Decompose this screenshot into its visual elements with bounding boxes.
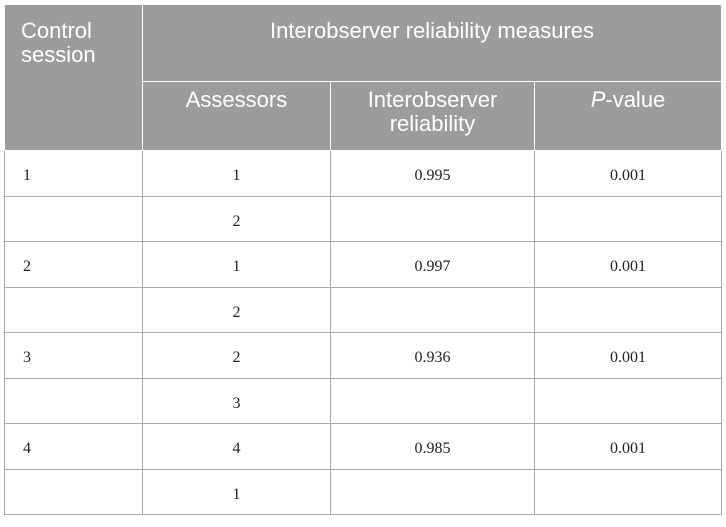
cell-reliability	[330, 377, 535, 424]
cell-reliability	[330, 195, 535, 242]
cell-session: 1	[4, 150, 143, 197]
cell-reliability-text: 0.995	[414, 167, 451, 184]
cell-reliability-text	[331, 288, 534, 304]
cell-reliability-text	[331, 197, 534, 213]
cell-session-text: 2	[23, 258, 31, 275]
cell-session	[4, 468, 143, 515]
cell-assessor: 1	[142, 150, 331, 197]
cell-p-value-text	[535, 379, 721, 395]
cell-assessor-text: 1	[232, 485, 241, 503]
table-header: Control session Interobserver reliabilit…	[4, 4, 722, 151]
cell-p-value-text	[535, 197, 721, 213]
cell-session-text	[5, 197, 142, 213]
table-row: 2	[4, 195, 722, 242]
table-row: 2 1 0.997 0.001	[4, 241, 722, 288]
table-row: 4 4 0.985 0.001	[4, 423, 722, 470]
cell-p-value: 0.001	[534, 423, 722, 470]
cell-session-text	[5, 288, 142, 304]
cell-p-value-text: 0.001	[610, 349, 646, 366]
cell-reliability-text	[331, 379, 534, 395]
cell-session-text: 3	[23, 349, 31, 366]
cell-assessor: 3	[142, 377, 331, 424]
cell-p-value	[534, 286, 722, 333]
cell-p-value: 0.001	[534, 150, 722, 197]
cell-session-text: 1	[23, 167, 31, 184]
cell-reliability-text	[331, 470, 534, 486]
cell-reliability-text: 0.985	[414, 440, 451, 457]
cell-assessor: 1	[142, 468, 331, 515]
cell-p-value	[534, 377, 722, 424]
cell-reliability-text: 0.997	[414, 258, 451, 275]
cell-reliability-text: 0.936	[414, 349, 451, 366]
cell-assessor-text: 1	[232, 258, 241, 275]
cell-assessor-text: 2	[232, 212, 241, 230]
header-assessors: Assessors	[142, 81, 331, 151]
table-body: 1 1 0.995 0.001 2 2 1 0.997 0.001 2 3 2 0.936 0.001 3 4…	[4, 150, 722, 515]
cell-session	[4, 195, 143, 242]
cell-assessor: 2	[142, 332, 331, 379]
cell-reliability: 0.936	[330, 332, 535, 379]
cell-assessor: 2	[142, 286, 331, 333]
cell-reliability	[330, 468, 535, 515]
cell-reliability: 0.997	[330, 241, 535, 288]
cell-session: 4	[4, 423, 143, 470]
cell-p-value-text	[535, 288, 721, 304]
header-control-session: Control session	[4, 4, 143, 151]
cell-assessor-text: 3	[232, 394, 241, 412]
cell-assessor-text: 2	[232, 303, 241, 321]
cell-assessor-text: 4	[232, 440, 241, 457]
table-row: 1 1 0.995 0.001	[4, 150, 722, 197]
header-pvalue: P-value	[534, 81, 722, 151]
cell-session: 2	[4, 241, 143, 288]
cell-p-value	[534, 468, 722, 515]
cell-p-value-text: 0.001	[610, 258, 646, 275]
cell-assessor: 2	[142, 195, 331, 242]
cell-p-value-text: 0.001	[610, 440, 646, 457]
cell-reliability: 0.995	[330, 150, 535, 197]
cell-assessor: 4	[142, 423, 331, 470]
cell-assessor-text: 2	[232, 349, 241, 366]
cell-session-text	[5, 470, 142, 486]
cell-p-value: 0.001	[534, 241, 722, 288]
cell-p-value-text	[535, 470, 721, 486]
cell-reliability: 0.985	[330, 423, 535, 470]
cell-session-text	[5, 379, 142, 395]
cell-assessor: 1	[142, 241, 331, 288]
cell-assessor-text: 1	[232, 167, 241, 184]
cell-p-value: 0.001	[534, 332, 722, 379]
header-reliability: Interobserver reliability	[330, 81, 535, 151]
table-row: 3	[4, 377, 722, 424]
cell-p-value-text: 0.001	[610, 167, 646, 184]
cell-session	[4, 377, 143, 424]
cell-session	[4, 286, 143, 333]
table-row: 3 2 0.936 0.001	[4, 332, 722, 379]
cell-reliability	[330, 286, 535, 333]
header-group-title: Interobserver reliability measures	[142, 4, 722, 82]
table-row: 2	[4, 286, 722, 333]
table-row: 1	[4, 468, 722, 515]
cell-p-value	[534, 195, 722, 242]
reliability-table: Control session Interobserver reliabilit…	[4, 4, 722, 515]
header-pvalue-rest: -value	[605, 87, 666, 112]
header-pvalue-italic: P	[590, 87, 606, 112]
cell-session: 3	[4, 332, 143, 379]
cell-session-text: 4	[23, 440, 31, 457]
